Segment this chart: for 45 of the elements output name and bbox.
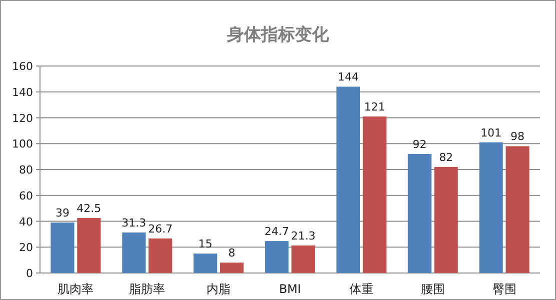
y-tick-label: 60 xyxy=(19,189,33,202)
bar xyxy=(220,262,244,273)
x-tick-label: 脂肪率 xyxy=(129,282,166,296)
bar xyxy=(148,238,172,273)
bar xyxy=(265,241,289,273)
x-tick-label: 腰围 xyxy=(420,282,445,296)
y-tick-label: 40 xyxy=(19,215,33,228)
data-label: 31.3 xyxy=(122,216,146,230)
y-tick-label: 140 xyxy=(12,86,33,99)
data-label: 21.3 xyxy=(290,229,316,242)
data-label: 98 xyxy=(510,130,524,144)
data-label: 144 xyxy=(338,70,359,84)
x-tick-label: 肌肉率 xyxy=(58,282,94,296)
data-label: 26.7 xyxy=(148,222,173,236)
y-tick-label: 160 xyxy=(12,60,33,73)
data-label: 92 xyxy=(412,138,427,151)
y-tick-label: 80 xyxy=(19,164,33,176)
bar xyxy=(362,116,386,273)
data-label: 42.5 xyxy=(76,202,102,216)
data-label: 121 xyxy=(364,100,386,114)
y-tick-label: 100 xyxy=(12,138,33,151)
x-tick-label: 内脂 xyxy=(206,282,231,296)
bar xyxy=(194,254,218,273)
y-tick-label: 0 xyxy=(26,267,33,280)
bar xyxy=(336,86,360,273)
x-tick-label: 体重 xyxy=(349,282,374,296)
y-tick-label: 120 xyxy=(12,112,33,125)
data-label: 82 xyxy=(439,150,454,164)
data-label: 24.7 xyxy=(264,225,290,238)
bar xyxy=(50,222,74,273)
x-tick-label: BMI xyxy=(278,282,302,296)
data-label: 39 xyxy=(56,206,70,220)
data-label: 101 xyxy=(480,126,502,140)
chart-title: 身体指标变化 xyxy=(226,25,330,45)
bar xyxy=(77,218,101,273)
bar xyxy=(408,154,432,273)
bar xyxy=(506,146,530,273)
bar xyxy=(479,142,503,273)
data-label: 8 xyxy=(228,246,236,260)
y-tick-label: 20 xyxy=(19,241,33,254)
x-tick-label: 臀围 xyxy=(492,282,516,296)
data-label: 15 xyxy=(198,238,212,251)
bar xyxy=(291,245,315,273)
bar xyxy=(434,166,458,273)
bar xyxy=(122,232,146,273)
